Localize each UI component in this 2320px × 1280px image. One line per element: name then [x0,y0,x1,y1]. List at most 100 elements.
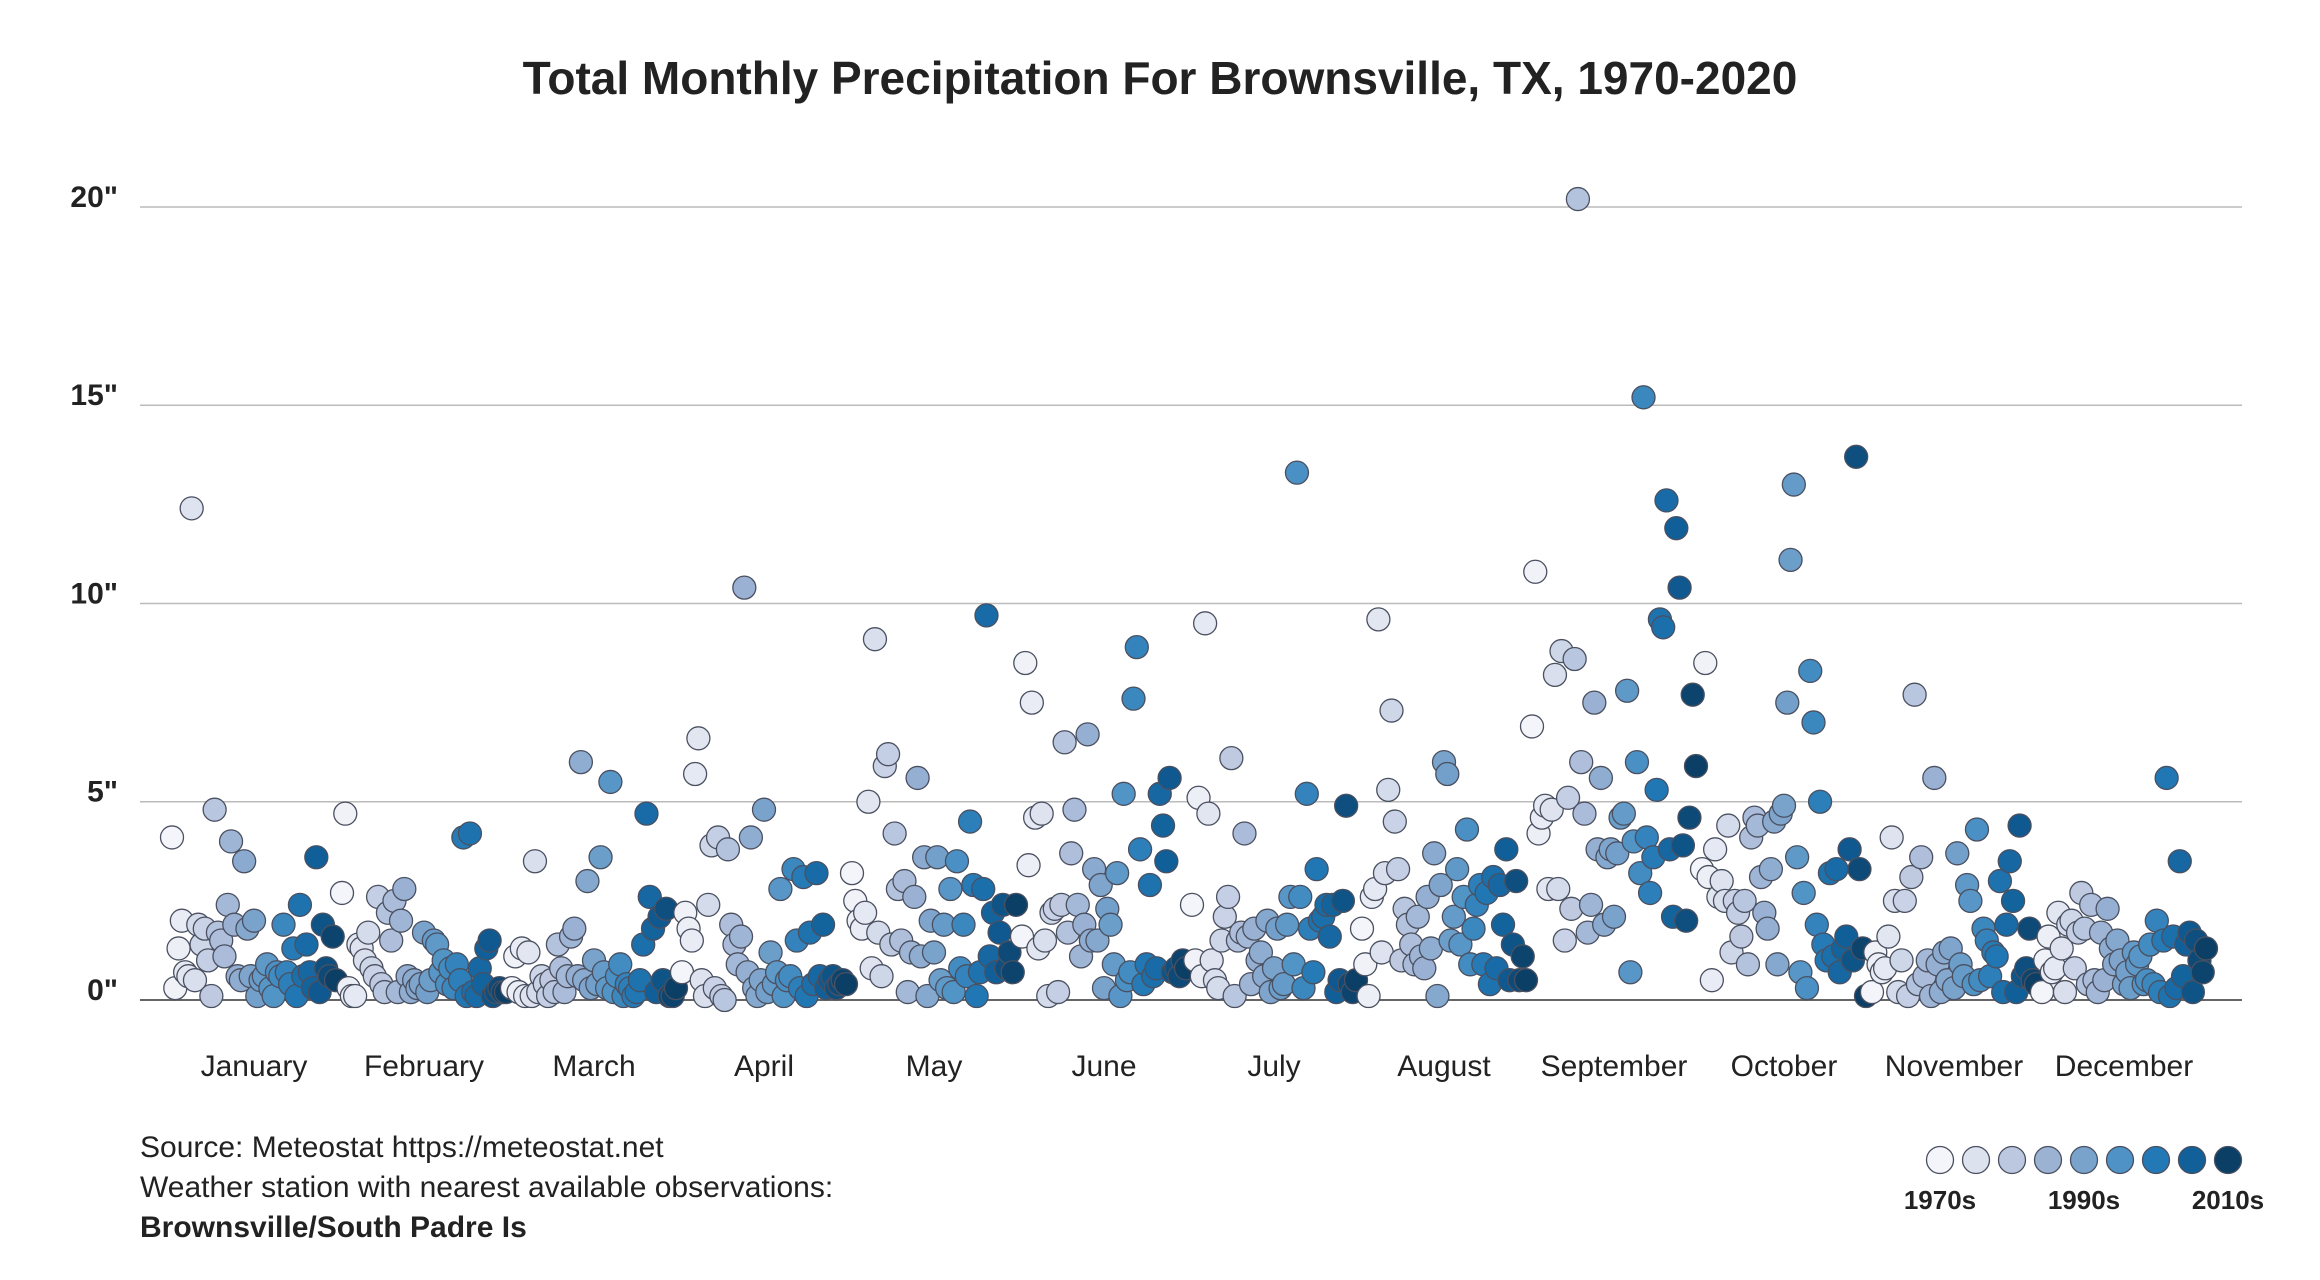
legend-swatch [2105,1145,2135,1175]
legend-label: 1990s [2048,1185,2120,1215]
point [1405,904,1430,929]
point [1784,845,1810,870]
point [938,876,963,902]
point [562,916,587,941]
x-tick-label: November [1885,1050,2023,1083]
point [1628,860,1653,886]
point [1680,682,1705,707]
x-tick-label: October [1731,1050,1838,1083]
point [944,849,970,874]
point [1879,825,1904,850]
point [1631,385,1656,410]
point [202,797,227,822]
point [2190,960,2215,985]
point [682,761,708,787]
point [1127,837,1153,862]
point [218,829,244,854]
point [637,884,662,910]
point [1444,857,1470,882]
point [568,749,594,775]
point [1909,845,1934,870]
point [1334,793,1359,818]
y-tick-label: 20" [70,181,118,214]
point [1013,650,1038,676]
point [804,860,829,886]
point [1735,952,1761,977]
point [1624,749,1650,775]
point [1150,813,1176,838]
point [862,627,888,652]
point [2154,765,2179,791]
point [356,920,381,945]
point [1490,912,1516,937]
point [1003,892,1029,917]
point [271,912,296,937]
point [1994,912,2019,937]
x-tick-label: August [1397,1050,1491,1083]
point [2180,979,2206,1005]
point [1353,952,1378,977]
point [1693,650,1718,676]
x-tick-label: December [2055,1050,2193,1083]
point [1294,781,1319,806]
point [1075,722,1100,747]
point [964,983,989,1009]
point [971,876,996,902]
point [1844,444,1869,469]
point [768,876,793,902]
point [1382,809,1407,834]
point [1667,575,1692,600]
x-tick-label: May [906,1050,963,1083]
point [1922,765,1947,791]
legend-swatch [2213,1145,2243,1175]
point [1801,710,1826,735]
point [522,849,548,874]
point [1519,714,1545,739]
point [925,845,950,870]
point [1569,749,1594,775]
point [477,928,502,953]
point [1045,979,1071,1005]
point [379,928,404,953]
point [1059,841,1084,866]
point [1876,924,1901,949]
point [1032,928,1058,953]
note: Weather station with nearest available o… [140,1171,833,1204]
point [1494,837,1519,862]
point [388,908,414,933]
point [1385,857,1411,882]
point [588,845,613,870]
point [179,496,204,521]
point [1461,916,1486,941]
point [1137,872,1163,898]
legend-swatch [2177,1145,2207,1175]
point [159,825,185,850]
point [1542,662,1568,688]
point [1098,912,1123,937]
legend-swatch [1961,1145,1991,1175]
legend-swatch [1997,1145,2027,1175]
point [1196,801,1221,826]
point [712,987,737,1013]
point [342,983,368,1009]
point [1644,777,1669,803]
point [1654,488,1679,513]
point [232,849,257,874]
point [320,924,345,949]
point [2062,956,2087,981]
point [1605,841,1630,866]
point [1614,678,1640,703]
point [304,845,329,870]
point [1765,952,1790,977]
point [1664,516,1689,541]
point [241,908,267,933]
point [2049,936,2074,961]
legend-swatch [2033,1145,2063,1175]
point [1379,698,1404,723]
point [1349,916,1375,941]
point [1683,753,1709,779]
point [1611,801,1636,826]
point [1889,948,1914,973]
point [1716,813,1741,838]
